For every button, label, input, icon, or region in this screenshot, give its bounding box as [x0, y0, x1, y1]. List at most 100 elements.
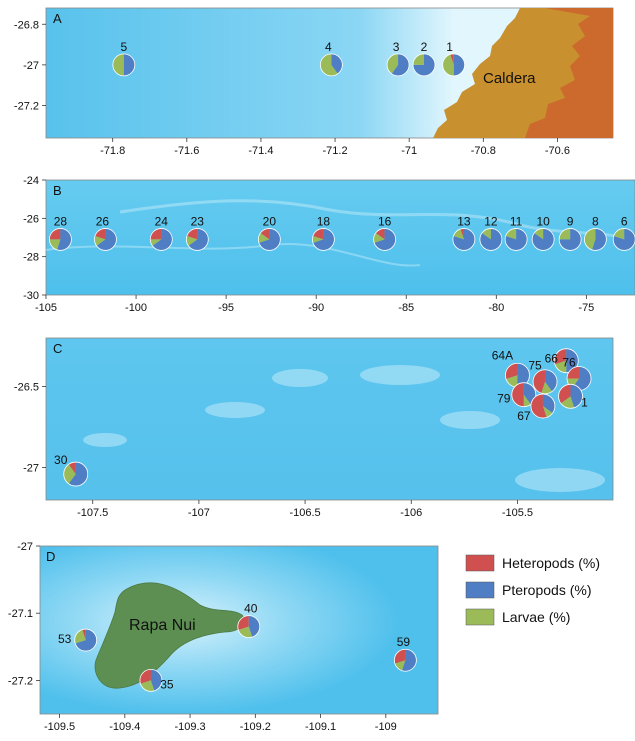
station-label: 1 [581, 395, 588, 409]
pie-slice-larvae [523, 394, 531, 407]
pie-slice-pteropods [517, 363, 530, 388]
panel-c: C -107.5 -107 -106.5 -106 -105.5 -26.5 -27 30 6… [14, 337, 614, 519]
pie-slice-pteropods [401, 649, 417, 672]
pie-slice-pteropods [479, 228, 502, 251]
x-tick-label: -109.3 [174, 721, 205, 733]
pie-slice-pteropods [75, 629, 97, 652]
station-label: 18 [317, 214, 331, 228]
pie-outline [511, 382, 537, 408]
station-label: 59 [397, 635, 411, 649]
station-35: 35 [139, 669, 174, 692]
station-label: 16 [378, 214, 392, 228]
pie-outline [63, 461, 89, 487]
pie-slice-heteropods [558, 384, 571, 404]
station-66: 66 [545, 348, 579, 374]
station-label: 3 [393, 40, 400, 54]
panel-c-id: C [53, 341, 62, 356]
station-label: 10 [536, 214, 550, 228]
pie-slice-pteropods [542, 394, 555, 414]
pie-outline [373, 228, 397, 251]
legend-label-larvae: Larvae (%) [502, 609, 570, 625]
pie-slice-pteropods [374, 228, 396, 251]
y-tick-label: -27.1 [8, 608, 33, 620]
station-label: 2 [421, 40, 428, 54]
x-tick-label: -75 [578, 302, 594, 314]
panel-c-axes: -107.5 -107 -106.5 -106 -105.5 -26.5 -27 [14, 382, 533, 519]
pie-slice-heteropods [94, 228, 106, 240]
pie-slice-heteropods [460, 228, 464, 240]
pie-slice-heteropods [49, 228, 61, 240]
y-tick-label: -27 [23, 463, 39, 475]
pie-slice-pteropods [532, 228, 555, 251]
pie-slice-pteropods [248, 615, 260, 638]
station-18: 18 [311, 214, 335, 251]
panel-a-axes: -71.8 -71.6 -71.4 -71.2 -71 -70.8 -70.6 -26.8 -2… [14, 19, 570, 157]
pie-slice-larvae [453, 228, 464, 240]
pie-outline [558, 228, 582, 251]
pie-slice-heteropods [533, 369, 546, 394]
station-label: 30 [54, 453, 68, 467]
pie-slice-pteropods [591, 228, 607, 251]
pie-outline [558, 383, 583, 409]
pie-slice-larvae [559, 228, 571, 240]
x-tick-label: -109.5 [44, 721, 75, 733]
legend-swatch-heteropods [465, 554, 495, 572]
pie-outline [185, 228, 209, 251]
pie-slice-pteropods [258, 228, 281, 251]
x-tick-label: -109.4 [109, 721, 140, 733]
station-label: 20 [263, 214, 277, 228]
panel-a-place-label: Caldera [483, 70, 536, 87]
pie-slice-heteropods [68, 462, 76, 475]
station-label: 67 [517, 409, 531, 423]
pie-slice-larvae [312, 236, 324, 243]
pie-outline [257, 228, 281, 251]
x-tick-label: -109 [375, 721, 397, 733]
x-tick-label: -105 [35, 302, 57, 314]
panel-d-stations: 53 40 35 59 [58, 602, 417, 692]
pie-slice-heteropods [567, 366, 580, 379]
station-label: 23 [191, 214, 205, 228]
pie-outline [452, 228, 476, 251]
station-label: 4 [325, 40, 332, 54]
pie-outline [553, 348, 579, 374]
pie-slice-pteropods [68, 462, 88, 487]
station-2: 2 [412, 40, 436, 77]
pie-outline [237, 615, 261, 639]
x-tick-label: -71.6 [174, 145, 199, 157]
x-tick-label: -71.4 [248, 145, 273, 157]
pie-outline [112, 53, 136, 77]
x-tick-label: -71.2 [323, 145, 348, 157]
station-label: 11 [510, 214, 523, 228]
pie-slice-pteropods [613, 228, 635, 251]
station-5: 5 [112, 40, 136, 77]
pie-slice-larvae [613, 228, 625, 240]
pie-outline [442, 53, 466, 77]
pie-slice-larvae [112, 53, 124, 76]
y-tick-label: -26.5 [14, 382, 39, 394]
station-label: 75 [528, 359, 542, 373]
station-26: 26 [94, 214, 117, 251]
x-tick-label: -70.6 [545, 145, 570, 157]
pie-slice-larvae [505, 228, 517, 240]
x-tick-label: -85 [398, 302, 414, 314]
station-label: 24 [155, 214, 169, 228]
panel-c-seamount [205, 402, 265, 418]
station-8: 8 [583, 214, 607, 251]
y-tick-label: -28 [23, 252, 39, 264]
pie-outline [479, 228, 503, 251]
station-label: 64A [492, 348, 513, 362]
panel-c-seamount [83, 433, 127, 447]
station-53: 53 [58, 628, 98, 652]
station-11: 11 [504, 214, 528, 251]
pie-outline [49, 228, 72, 251]
station-6: 6 [612, 214, 635, 251]
x-tick-label: -106 [400, 507, 422, 519]
pie-slice-larvae [320, 53, 338, 76]
station-label: 13 [457, 214, 471, 228]
pie-outline [149, 228, 173, 251]
pie-slice-pteropods [545, 369, 558, 392]
panel-a: A Caldera -71.8 -71.6 -71.4 -71.2 -71 -70.8 -7… [14, 7, 614, 157]
pie-outline [612, 228, 635, 251]
